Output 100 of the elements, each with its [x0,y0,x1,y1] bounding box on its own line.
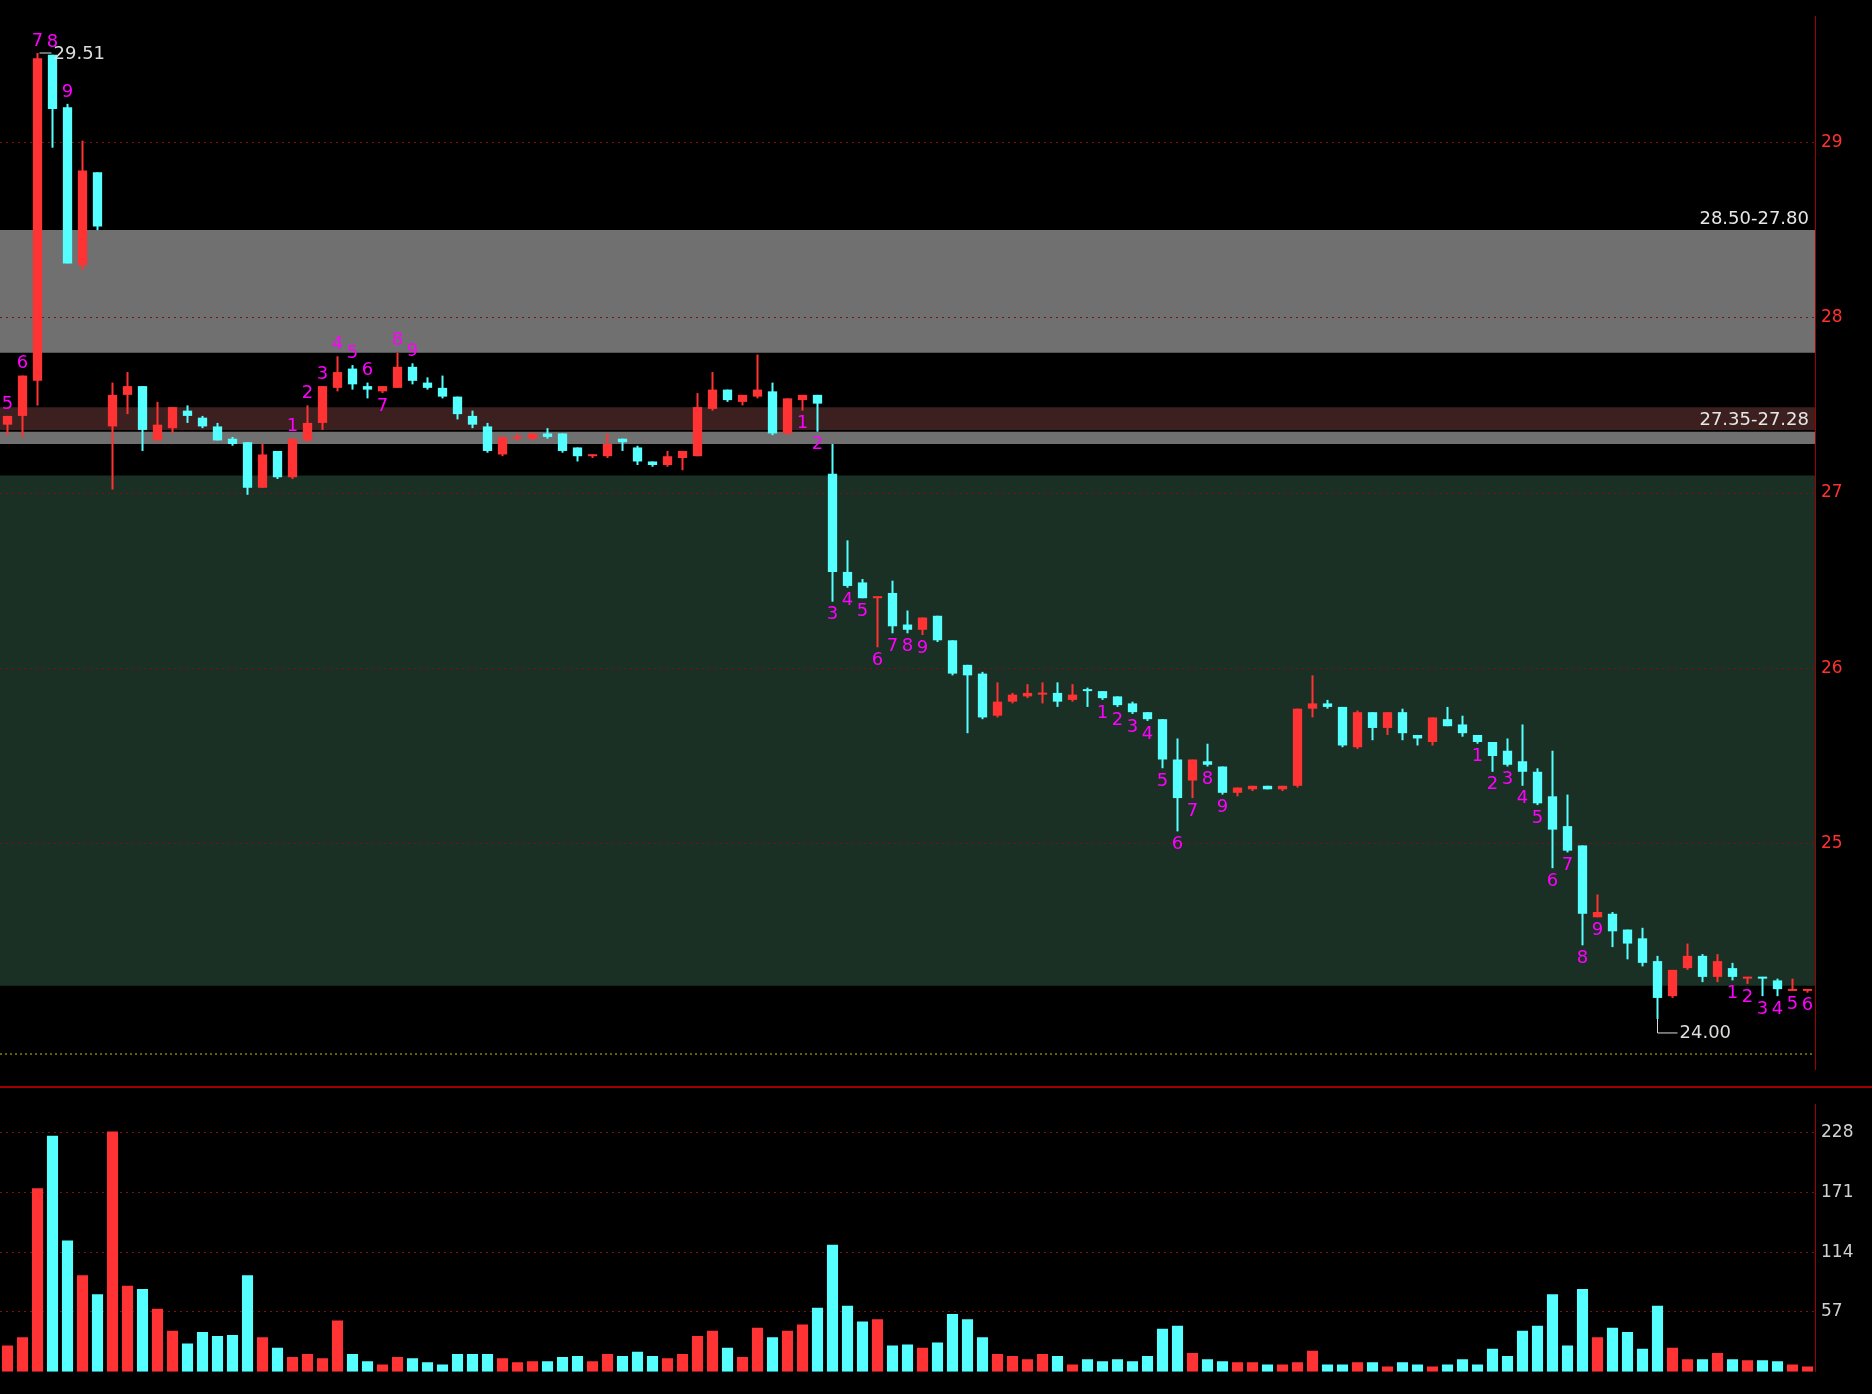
bar [1576,1288,1589,1372]
y-tick-label: 228 [1821,1120,1854,1141]
bar [271,1347,284,1372]
band-label: 28.50-27.80 [1699,206,1809,228]
bar [1771,1361,1784,1372]
bar [721,1347,734,1372]
candlestick [1202,742,1213,768]
candlestick [962,663,973,735]
bar [1321,1364,1334,1372]
bar [916,1347,929,1372]
candlestick [1457,714,1468,738]
candlestick [842,539,853,589]
candlestick [1712,953,1723,984]
bar [151,1308,164,1372]
bar [421,1362,434,1372]
text: 1 [1726,981,1739,1003]
candlestick [632,444,643,466]
bar [811,1307,824,1372]
bar [346,1353,359,1372]
bar [286,1357,299,1372]
bar [376,1364,389,1372]
bar [1066,1364,1079,1372]
bar [61,1240,74,1372]
text: 1 [1471,744,1484,766]
bar [871,1319,884,1372]
bar [1681,1359,1694,1372]
text: 5 [1786,991,1799,1013]
text: 9 [1591,917,1604,939]
bar [571,1356,584,1372]
text: 9 [61,79,74,101]
bar [946,1314,959,1372]
bar [1696,1359,1709,1372]
text: 2 [1741,984,1754,1006]
bar [1516,1330,1529,1372]
bar [661,1358,674,1372]
bar [751,1327,764,1372]
bar [196,1331,209,1372]
candlestick [1502,737,1513,768]
bar [1366,1362,1379,1372]
bar [331,1320,344,1372]
text: 5 [1156,768,1169,790]
candlestick [332,355,343,393]
bar [76,1275,89,1372]
bar [1336,1364,1349,1372]
text: 7 [31,28,44,50]
bar [1111,1359,1124,1372]
candlestick [1307,674,1318,719]
bar [106,1131,119,1372]
bar [136,1288,149,1372]
candlestick [1697,953,1708,984]
bar [1606,1327,1619,1372]
text: 4 [331,331,344,353]
bar [736,1357,749,1372]
y-tick-label: 29 [1821,130,1843,151]
bar [511,1362,524,1372]
bar [826,1244,839,1372]
bar [931,1342,944,1372]
text: 1 [1096,700,1109,722]
bar [706,1330,719,1372]
annotation: 24.00 [1679,1020,1732,1042]
candlestick [152,400,163,442]
bar [301,1353,314,1372]
bar [1396,1362,1409,1372]
text: 1 [796,411,809,433]
bar [1501,1356,1514,1372]
bar [1126,1361,1139,1372]
text: 6 [1546,868,1559,890]
bar [1276,1364,1289,1372]
bar [1591,1337,1604,1372]
text: 8 [391,328,404,350]
bar [436,1364,449,1372]
candlestick [392,351,403,389]
bar [1291,1362,1304,1372]
candlestick [1397,707,1408,742]
candlestick [752,353,763,400]
bar [1561,1345,1574,1372]
bar [1666,1347,1679,1372]
text: 4 [1141,721,1154,743]
candlestick [437,374,448,400]
text: 3 [1126,714,1139,736]
text: 6 [1171,832,1184,854]
bar [1621,1331,1634,1372]
bar [961,1319,974,1372]
bar [1741,1360,1754,1372]
text: 8 [1201,767,1214,789]
candlestick [1367,711,1378,742]
y-tick-label: 114 [1821,1240,1854,1261]
bar [1186,1352,1199,1372]
bar [1171,1325,1184,1372]
y-tick-label: 57 [1821,1300,1843,1321]
text: 6 [16,351,29,373]
candlestick [992,681,1003,719]
text: 9 [1216,795,1229,817]
bar [211,1336,224,1372]
bar [1711,1352,1724,1372]
candlestick [872,595,883,649]
bar [496,1358,509,1372]
bar [121,1285,134,1372]
bar [901,1344,914,1372]
candlestick [1052,681,1063,708]
